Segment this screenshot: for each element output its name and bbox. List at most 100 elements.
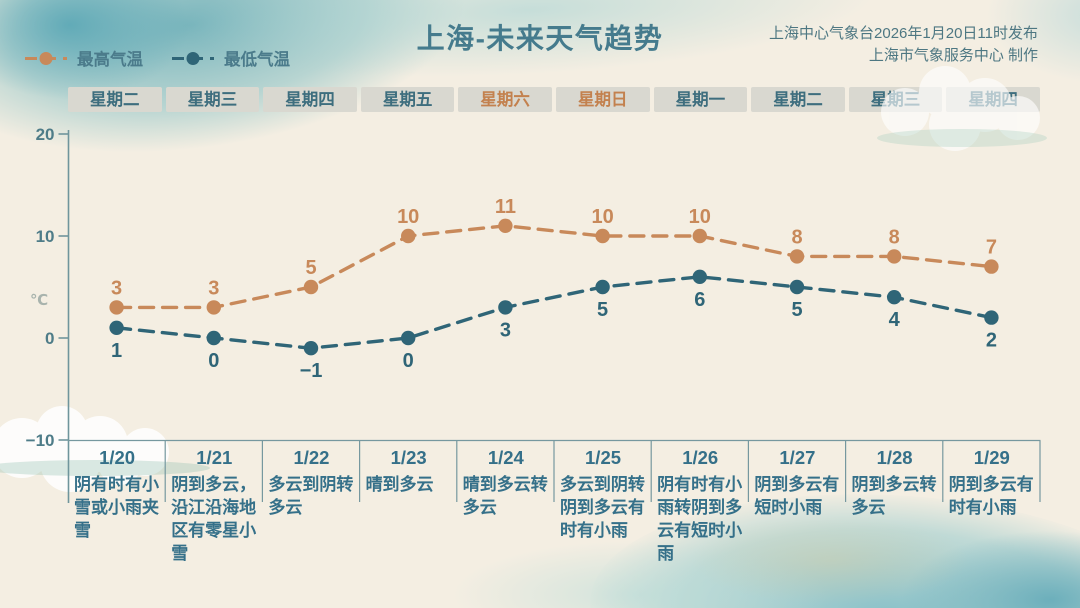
high-temp-value-label: 5 — [305, 257, 316, 279]
weather-description: 阴有时有小雪或小雨夹雪 — [74, 475, 159, 541]
low-temp-value-label: 1 — [111, 340, 122, 362]
weather-description: 阴到多云有短时小雨 — [754, 475, 840, 518]
forecast-column: 1/24 晴到多云转多云 — [457, 446, 554, 565]
date-label: 1/29 — [973, 447, 1010, 468]
weather-description: 晴到多云 — [365, 475, 434, 494]
low-temp-point — [984, 310, 999, 325]
date-label: 1/23 — [390, 447, 427, 468]
weekday-tab-10: 星期四 — [946, 87, 1040, 112]
weather-description: 阴到多云有时有小雨 — [948, 475, 1034, 518]
forecast-table: 1/20 阴有时有小雪或小雨夹雪 1/21 阴到多云，沿江沿海地区有零星小雪 1/2… — [68, 446, 1040, 565]
low-temp-point — [789, 279, 805, 295]
high-temp-value-label: 8 — [791, 226, 802, 248]
forecast-column: 1/21 阴到多云，沿江沿海地区有零星小雪 — [165, 446, 262, 565]
high-temp-point — [887, 249, 902, 264]
weekday-tab-6: 星期日 — [555, 87, 650, 112]
high-temp-value-label: 3 — [111, 277, 122, 299]
weather-description: 晴到多云转多云 — [462, 475, 548, 518]
y-tick-label: 0 — [45, 329, 54, 348]
high-temp-point — [789, 249, 805, 264]
high-temp-point — [692, 228, 707, 244]
low-temp-point — [109, 320, 124, 335]
weekday-tab-7: 星期一 — [653, 87, 748, 112]
legend-item-low-temp: 最低气温 — [171, 46, 290, 70]
weekday-tab-8: 星期二 — [751, 87, 845, 112]
high-temp-value-label: 10 — [397, 206, 419, 228]
chart-legend: 最高气温 最低气温 — [24, 46, 290, 70]
high-temp-point — [109, 300, 124, 315]
low-temp-point — [401, 330, 416, 346]
date-label: 1/24 — [487, 447, 524, 468]
low-temp-value-label: 2 — [986, 330, 997, 352]
forecast-column: 1/25 多云到阴转阴到多云有时有小雨 — [554, 446, 651, 565]
low-temp-marker-icon — [172, 51, 214, 65]
weekday-tab-4: 星期五 — [360, 87, 455, 112]
low-temp-value-label: 4 — [889, 309, 901, 331]
low-temp-value-label: 5 — [791, 299, 802, 321]
weather-description: 多云到阴转阴到多云有时有小雨 — [559, 475, 645, 541]
low-temp-value-label: 3 — [500, 319, 511, 341]
high-temp-point — [303, 279, 319, 295]
weekday-tab-3: 星期四 — [263, 87, 357, 112]
date-label: 1/22 — [293, 447, 330, 468]
low-temp-point — [595, 279, 610, 295]
forecast-column: 1/22 多云到阴转多云 — [262, 446, 359, 565]
date-label: 1/26 — [682, 447, 719, 468]
weekday-tab-9: 星期三 — [848, 87, 943, 112]
high-temp-value-label: 3 — [208, 277, 219, 299]
publisher-line1: 上海中心气象台2026年1月20日11时发布 — [769, 25, 1038, 42]
low-temp-line — [114, 275, 994, 350]
legend-item-high-temp: 最高气温 — [24, 46, 143, 70]
forecast-column: 1/20 阴有时有小雪或小雨夹雪 — [68, 446, 165, 565]
weather-description: 阴到多云，沿江沿海地区有零星小雪 — [171, 475, 257, 564]
high-temp-value-label: 10 — [689, 206, 711, 228]
weekday-tab-5: 星期六 — [458, 87, 552, 112]
high-temp-line — [114, 224, 994, 310]
high-temp-point — [498, 218, 513, 233]
forecast-column: 1/28 阴到多云转多云 — [846, 446, 943, 565]
weekday-tab-1: 星期二 — [68, 87, 162, 112]
low-temp-value-label: 5 — [597, 299, 608, 321]
low-temp-value-label: −1 — [300, 360, 323, 382]
high-temp-point — [595, 228, 610, 244]
date-label: 1/20 — [99, 447, 136, 468]
weather-description: 阴到多云转多云 — [851, 475, 937, 518]
date-label: 1/27 — [779, 447, 816, 468]
low-temp-value-label: 0 — [208, 350, 219, 372]
high-temp-value-label: 7 — [986, 237, 997, 259]
low-temp-point — [303, 341, 319, 356]
publisher-info: 上海中心气象台2026年1月20日11时发布 上海市气象服务中心 制作 — [769, 23, 1038, 67]
y-tick-label: 20 — [36, 125, 55, 144]
legend-label-low-temp: 最低气温 — [224, 51, 290, 69]
legend-label-high-temp: 最高气温 — [77, 51, 143, 69]
date-label: 1/25 — [585, 447, 622, 468]
high-temp-value-label: 11 — [495, 196, 516, 218]
low-temp-value-label: 6 — [694, 289, 705, 311]
y-tick-label: 10 — [36, 227, 55, 246]
forecast-column: 1/26 阴有时有小雨转阴到多云有短时小雨 — [651, 446, 748, 565]
weekday-tab-2: 星期三 — [165, 87, 260, 112]
y-axis-unit-label: ℃ — [30, 292, 48, 309]
high-temp-marker-icon — [25, 51, 67, 65]
weather-description: 阴有时有小雨转阴到多云有短时小雨 — [657, 475, 743, 564]
forecast-column: 1/29 阴到多云有时有小雨 — [943, 446, 1040, 565]
forecast-column: 1/23 晴到多云 — [360, 446, 457, 565]
low-temp-point — [692, 269, 707, 284]
high-temp-point — [401, 228, 416, 244]
publisher-line2: 上海市气象服务中心 制作 — [868, 47, 1038, 64]
weather-description: 多云到阴转多云 — [268, 475, 354, 518]
y-tick-label: −10 — [26, 431, 55, 450]
date-label: 1/28 — [876, 447, 913, 468]
high-temp-point — [206, 300, 221, 315]
date-label: 1/21 — [196, 447, 233, 468]
high-temp-value-label: 10 — [591, 206, 613, 228]
low-temp-point — [206, 330, 221, 346]
high-temp-point — [984, 259, 999, 274]
weekday-row: 星期二 星期三 星期四 星期五 星期六 星期日 星期一 星期二 星期三 星期四 — [68, 87, 1040, 112]
high-temp-value-label: 8 — [889, 226, 900, 248]
low-temp-point — [498, 300, 513, 315]
forecast-column: 1/27 阴到多云有短时小雨 — [748, 446, 845, 565]
low-temp-value-label: 0 — [403, 350, 414, 372]
